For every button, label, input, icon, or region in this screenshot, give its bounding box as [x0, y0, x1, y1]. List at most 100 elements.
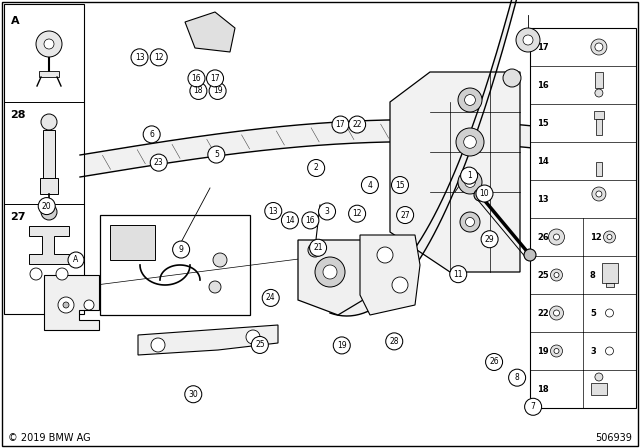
Circle shape: [554, 272, 559, 277]
Bar: [530, 28, 636, 408]
Polygon shape: [330, 0, 640, 316]
Polygon shape: [603, 305, 616, 321]
Circle shape: [554, 349, 559, 353]
Bar: [602, 263, 618, 283]
Text: 10: 10: [479, 189, 490, 198]
Text: 16: 16: [191, 74, 202, 83]
Circle shape: [465, 177, 476, 187]
Bar: [605, 283, 614, 287]
Text: 19: 19: [537, 346, 548, 356]
Circle shape: [377, 247, 393, 263]
Circle shape: [185, 386, 202, 403]
Text: 16: 16: [537, 81, 548, 90]
Text: 27: 27: [400, 211, 410, 220]
Circle shape: [173, 241, 189, 258]
Circle shape: [605, 347, 614, 355]
Bar: [110, 225, 155, 260]
Circle shape: [56, 268, 68, 280]
Polygon shape: [80, 120, 530, 177]
Bar: [39, 71, 59, 77]
Text: 6: 6: [149, 130, 154, 139]
Text: 14: 14: [537, 156, 548, 165]
Circle shape: [44, 39, 54, 49]
Text: 23: 23: [154, 158, 164, 167]
Circle shape: [150, 154, 167, 171]
Text: 506939: 506939: [595, 433, 632, 443]
Circle shape: [503, 69, 521, 87]
Circle shape: [550, 269, 563, 281]
Circle shape: [450, 266, 467, 283]
Circle shape: [516, 28, 540, 52]
Circle shape: [464, 136, 476, 148]
Circle shape: [465, 95, 476, 105]
Circle shape: [460, 212, 480, 232]
Circle shape: [362, 177, 378, 194]
Text: 26: 26: [537, 233, 548, 241]
Circle shape: [595, 43, 603, 51]
Circle shape: [548, 229, 564, 245]
Text: 30: 30: [188, 390, 198, 399]
Circle shape: [308, 159, 324, 177]
Circle shape: [461, 167, 477, 184]
Circle shape: [349, 116, 365, 133]
Text: 22: 22: [537, 309, 548, 318]
Text: 3: 3: [324, 207, 330, 216]
Text: 13: 13: [134, 53, 145, 62]
Text: 19: 19: [337, 341, 347, 350]
Polygon shape: [360, 235, 420, 315]
Text: 13: 13: [537, 194, 548, 203]
Circle shape: [58, 297, 74, 313]
Circle shape: [209, 281, 221, 293]
Circle shape: [131, 49, 148, 66]
Circle shape: [524, 249, 536, 261]
Circle shape: [213, 253, 227, 267]
Circle shape: [38, 198, 55, 215]
Text: 18: 18: [537, 384, 548, 393]
Circle shape: [595, 373, 603, 381]
Circle shape: [465, 217, 474, 227]
Text: 15: 15: [395, 181, 405, 190]
Text: 19: 19: [212, 86, 223, 95]
Circle shape: [486, 353, 502, 370]
Circle shape: [63, 302, 69, 308]
Circle shape: [474, 189, 486, 201]
Text: 16: 16: [305, 216, 316, 225]
Circle shape: [84, 300, 94, 310]
Circle shape: [315, 257, 345, 287]
Circle shape: [525, 398, 541, 415]
Text: 5: 5: [590, 309, 596, 318]
Bar: [591, 383, 607, 395]
Circle shape: [509, 369, 525, 386]
Text: 4: 4: [367, 181, 372, 190]
Circle shape: [604, 231, 616, 243]
Bar: [4, 4, 84, 314]
Text: A: A: [11, 16, 20, 26]
Circle shape: [458, 170, 482, 194]
Text: 9: 9: [179, 245, 184, 254]
Text: 26: 26: [489, 358, 499, 366]
Circle shape: [456, 128, 484, 156]
Circle shape: [554, 310, 559, 316]
Bar: [594, 111, 604, 119]
Text: 12: 12: [353, 209, 362, 218]
Circle shape: [332, 116, 349, 133]
Text: 15: 15: [537, 119, 548, 128]
Circle shape: [30, 268, 42, 280]
Text: 22: 22: [353, 120, 362, 129]
Circle shape: [188, 70, 205, 87]
Circle shape: [208, 146, 225, 163]
Bar: [596, 119, 602, 135]
Polygon shape: [594, 150, 604, 162]
Circle shape: [386, 333, 403, 350]
Circle shape: [595, 89, 603, 97]
Text: A: A: [74, 255, 79, 264]
Circle shape: [308, 243, 322, 257]
Circle shape: [481, 231, 498, 248]
Circle shape: [252, 336, 268, 353]
Circle shape: [41, 204, 57, 220]
Text: 17: 17: [210, 74, 220, 83]
Circle shape: [607, 234, 612, 240]
Circle shape: [392, 277, 408, 293]
Polygon shape: [138, 325, 278, 355]
Circle shape: [282, 212, 298, 229]
